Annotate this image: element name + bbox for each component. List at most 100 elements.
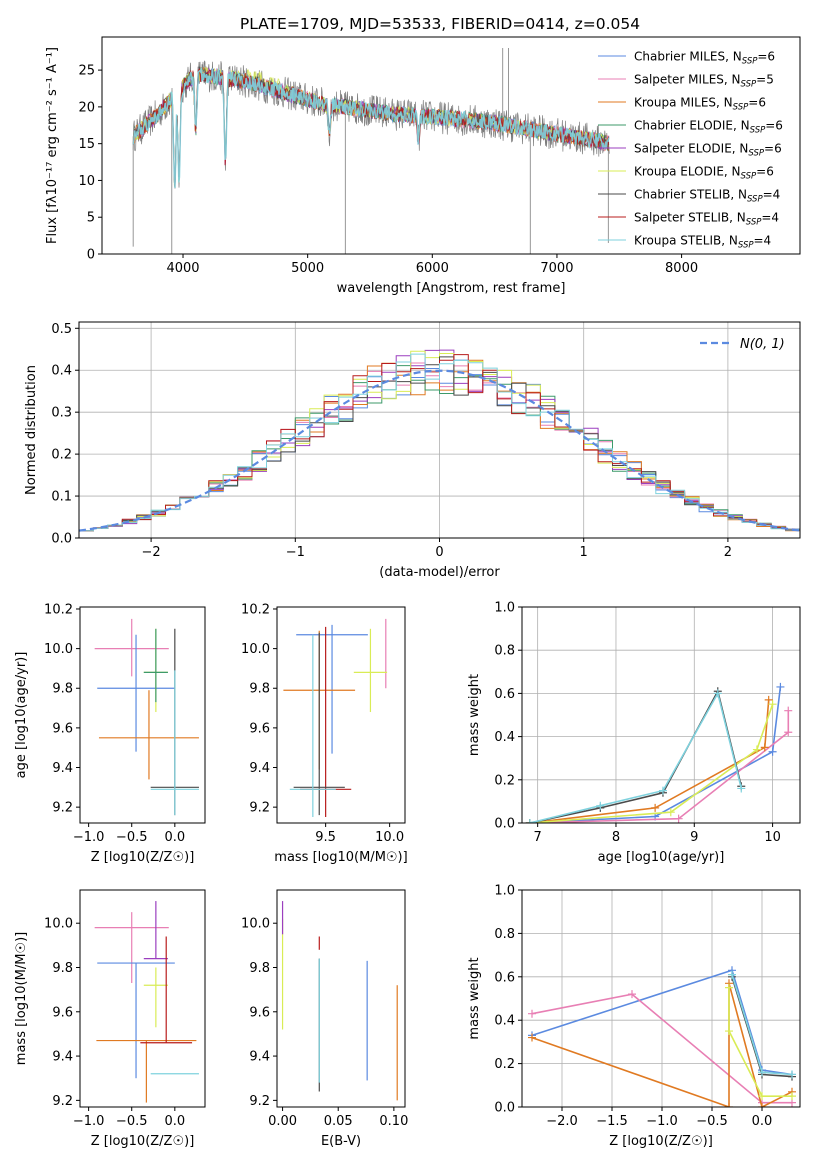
- weight-marker: [628, 990, 636, 999]
- weight-marker: [788, 1070, 796, 1079]
- legend-entry: N(0, 1): [740, 337, 785, 352]
- weight-marker: [768, 700, 777, 709]
- x-tick-label: −1.0: [73, 830, 105, 845]
- x-tick-label: −0.5: [696, 1114, 728, 1129]
- x-tick-label: 1: [580, 545, 588, 560]
- y-axis-label: mass [log10(M/M☉)]: [14, 932, 29, 1065]
- y-tick-label: 0.5: [51, 322, 72, 337]
- x-tick-label: 0.0: [164, 1114, 185, 1129]
- legend-entry: Kroupa STELIB, NSSP=4: [634, 234, 771, 251]
- weight-marker: [764, 695, 773, 704]
- y-axis-label: mass weight: [467, 674, 482, 756]
- x-axis-label: wavelength [Angstrom, rest frame]: [337, 281, 566, 296]
- weight-line: [529, 691, 743, 823]
- x-tick-label: −1: [286, 545, 305, 560]
- y-tick-label: 10.2: [44, 602, 73, 617]
- weight-marker: [725, 983, 733, 992]
- weight-line: [531, 993, 792, 1104]
- weight-marker: [658, 786, 667, 795]
- y-tick-label: 9.4: [249, 1050, 270, 1065]
- weight-marker: [768, 747, 777, 756]
- spectrum-chart: 4000 5000 6000 7000 8000 0 5 10 15 20 25 wavelength…: [45, 36, 801, 296]
- y-tick-label: 0.1: [51, 490, 72, 505]
- weight-line: [531, 969, 793, 1076]
- y-tick-label: 0.6: [494, 970, 515, 985]
- weight-marker: [725, 1027, 733, 1036]
- x-tick-label: 9.5: [315, 830, 336, 845]
- y-tick-label: 20: [78, 100, 95, 115]
- weight-marker: [784, 728, 793, 737]
- y-tick-label: 0.3: [51, 406, 72, 421]
- y-tick-label: 10: [78, 174, 95, 189]
- x-tick-label: 4000: [166, 261, 199, 276]
- y-tick-label: 0.0: [494, 817, 515, 832]
- x-tick-label: 0.10: [379, 1114, 408, 1129]
- y-tick-label: 9.8: [249, 961, 270, 976]
- x-tick-label: 9: [690, 830, 698, 845]
- y-tick-label: 9.6: [52, 1005, 73, 1020]
- weight-vs-age: 7 8 9 10 0.0 0.2 0.4 0.6 0.8 1.0 age [log10(age/yr…: [467, 601, 801, 865]
- y-axis-label: Flux [fλ10⁻¹⁷ erg cm⁻² s⁻¹ A⁻¹]: [45, 47, 60, 244]
- y-tick-label: 1.0: [494, 884, 515, 899]
- legend-entry: Salpeter MILES, NSSP=5: [634, 73, 774, 90]
- y-tick-label: 9.2: [52, 801, 73, 816]
- legend-entry: Chabrier STELIB, NSSP=4: [634, 188, 780, 205]
- y-tick-label: 10.2: [241, 602, 270, 617]
- y-tick-label: 0.2: [494, 773, 515, 788]
- y-tick-label: 10.0: [241, 642, 270, 657]
- age-vs-metallicity: −1.0 −0.5 0.0 9.2 9.4 9.6 9.8 10.0 10.2 Z [log10(…: [14, 602, 206, 865]
- weight-marker: [525, 819, 534, 823]
- plot-area: [94, 618, 199, 816]
- mass-vs-metallicity: −1.0 −0.5 0.0 9.2 9.4 9.6 9.8 10.0 Z [log10(Z/Z☉…: [14, 889, 206, 1149]
- weight-marker: [674, 814, 683, 823]
- residual-histogram: −2 −1 0 1 2 0.0 0.1 0.2 0.3 0.4 0.5 (data-model)/er…: [24, 321, 801, 580]
- weight-marker: [528, 1009, 536, 1018]
- plot-area: [132, 48, 610, 254]
- y-tick-label: 9.8: [249, 682, 270, 697]
- x-tick-label: 0.05: [324, 1114, 353, 1129]
- y-tick-label: 9.6: [249, 1005, 270, 1020]
- weight-marker: [728, 970, 736, 979]
- weight-marker: [666, 808, 675, 817]
- axes-frame: [521, 889, 801, 1108]
- age-vs-mass: 9.5 10.0 9.2 9.4 9.6 9.8 10.0 10.2 mass [log10(M…: [241, 602, 408, 865]
- y-tick-label: 0.8: [494, 927, 515, 942]
- plot-area: [283, 618, 388, 818]
- axes-layer: 4000 5000 6000 7000 80000510152025wavelength…: [14, 36, 801, 1149]
- y-tick-label: 0.4: [51, 364, 72, 379]
- plot-area: [79, 349, 800, 532]
- weight-marker: [784, 706, 793, 715]
- legend-entry: Salpeter STELIB, NSSP=4: [634, 211, 779, 228]
- x-tick-label: −1.0: [646, 1114, 678, 1129]
- weight-marker: [758, 1068, 766, 1077]
- y-tick-label: 9.6: [249, 721, 270, 736]
- weight-line: [529, 688, 743, 823]
- x-tick-label: 0.00: [268, 1114, 297, 1129]
- x-tick-label: 5000: [291, 261, 324, 276]
- weight-marker: [596, 801, 605, 810]
- y-tick-label: 0.2: [51, 448, 72, 463]
- x-tick-label: 7: [534, 830, 542, 845]
- weight-marker: [651, 803, 660, 812]
- y-tick-label: 9.4: [52, 1050, 73, 1065]
- y-axis-label: mass weight: [467, 957, 482, 1039]
- weight-marker: [760, 743, 769, 752]
- axes-frame: [276, 889, 406, 1108]
- x-axis-label: age [log10(age/yr)]: [598, 850, 725, 865]
- normal-curve: [79, 369, 800, 532]
- weight-line: [529, 710, 790, 823]
- x-tick-label: 10.0: [375, 830, 404, 845]
- plot-area: [528, 966, 796, 1107]
- weight-line: [529, 699, 770, 823]
- weight-marker: [713, 689, 722, 698]
- x-axis-label: E(B-V): [321, 1134, 361, 1149]
- legend-entry: Chabrier MILES, NSSP=6: [634, 50, 775, 67]
- weight-marker: [737, 784, 746, 793]
- axes-frame: [521, 606, 801, 824]
- weight-vs-metallicity: −2.0 −1.5 −1.0 −0.5 0.0 0.0 0.2 0.4 0.6 0.8 1.0 Z […: [467, 884, 801, 1149]
- weight-line: [529, 703, 774, 823]
- plot-area: [281, 901, 398, 1101]
- weight-marker: [752, 745, 761, 754]
- plot-area: [525, 682, 793, 823]
